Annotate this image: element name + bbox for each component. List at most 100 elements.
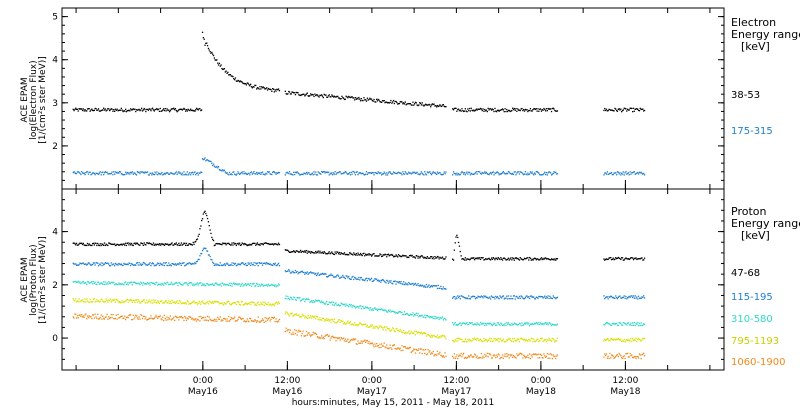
data-point [431, 352, 433, 355]
data-point [462, 341, 464, 343]
data-point [424, 104, 426, 106]
data-point [323, 171, 325, 173]
data-point [425, 283, 428, 286]
data-point [85, 313, 87, 315]
data-point [603, 356, 605, 358]
data-point [617, 108, 619, 110]
data-point [496, 354, 498, 356]
data-point [225, 303, 227, 305]
data-point [553, 356, 555, 358]
data-point [308, 332, 310, 334]
data-point [117, 264, 119, 266]
data-point [239, 283, 241, 285]
data-point [187, 284, 189, 287]
data-point [362, 99, 364, 102]
data-point [400, 100, 402, 103]
data-point [244, 284, 246, 286]
data-point [308, 317, 310, 319]
data-point [490, 108, 492, 110]
data-point [454, 321, 456, 324]
data-point [508, 298, 510, 300]
data-point [89, 171, 91, 174]
data-point [160, 243, 162, 245]
data-point [146, 242, 148, 244]
data-point [348, 96, 351, 98]
data-point [220, 302, 222, 304]
data-point [353, 338, 355, 340]
data-point [511, 259, 513, 261]
data-point [152, 262, 154, 264]
data-point [75, 281, 77, 283]
data-point [611, 174, 613, 176]
data-point [82, 315, 84, 317]
data-point [115, 263, 117, 266]
data-point [174, 109, 176, 111]
data-point [501, 297, 503, 299]
data-point [211, 302, 213, 304]
data-point [327, 318, 330, 320]
data-point [549, 171, 551, 173]
data-point [277, 89, 279, 91]
data-point [128, 299, 130, 301]
data-point [396, 327, 398, 330]
data-point [350, 339, 352, 341]
data-point [344, 277, 346, 280]
data-point [184, 108, 186, 110]
data-point [227, 173, 229, 175]
data-point [253, 242, 255, 244]
data-point [131, 284, 133, 286]
data-point [356, 171, 358, 173]
data-point [542, 257, 544, 260]
data-point [254, 173, 256, 175]
data-point [534, 298, 536, 300]
data-point [239, 263, 241, 265]
data-point [385, 101, 387, 103]
data-point [307, 273, 309, 275]
data-point [345, 95, 347, 97]
data-point [426, 104, 428, 106]
data-point [98, 301, 101, 303]
data-point [512, 340, 515, 343]
data-point [352, 323, 354, 326]
data-point [82, 262, 84, 264]
data-point [519, 109, 521, 112]
data-point [627, 356, 630, 358]
data-point [396, 255, 398, 257]
data-point [357, 340, 359, 342]
data-point [433, 103, 435, 105]
data-point [92, 110, 95, 112]
data-point [347, 320, 349, 322]
data-point [139, 264, 141, 266]
data-point [359, 342, 361, 344]
data-point [223, 317, 225, 320]
data-point [130, 108, 132, 110]
data-point [534, 323, 537, 325]
data-point [476, 355, 478, 357]
data-point [193, 263, 195, 265]
data-point [165, 243, 167, 246]
data-point [620, 258, 622, 261]
data-point [527, 354, 529, 356]
data-point [73, 317, 75, 319]
data-point [305, 316, 308, 318]
data-point [547, 172, 549, 174]
data-point [414, 283, 416, 285]
data-point [384, 253, 386, 255]
data-point [86, 264, 88, 266]
data-point [212, 301, 214, 303]
data-point [514, 339, 516, 342]
data-point [332, 274, 334, 277]
data-point [223, 68, 225, 70]
data-point [484, 258, 486, 261]
data-point [208, 225, 210, 227]
xtick-time-label: 0:00 [531, 376, 551, 386]
data-point [381, 255, 383, 258]
data-point [109, 173, 111, 175]
data-point [322, 336, 324, 338]
data-point [146, 264, 149, 266]
data-point [190, 318, 193, 320]
data-point [310, 334, 313, 336]
data-point [102, 262, 104, 264]
data-point [535, 321, 537, 324]
data-point [348, 252, 351, 254]
